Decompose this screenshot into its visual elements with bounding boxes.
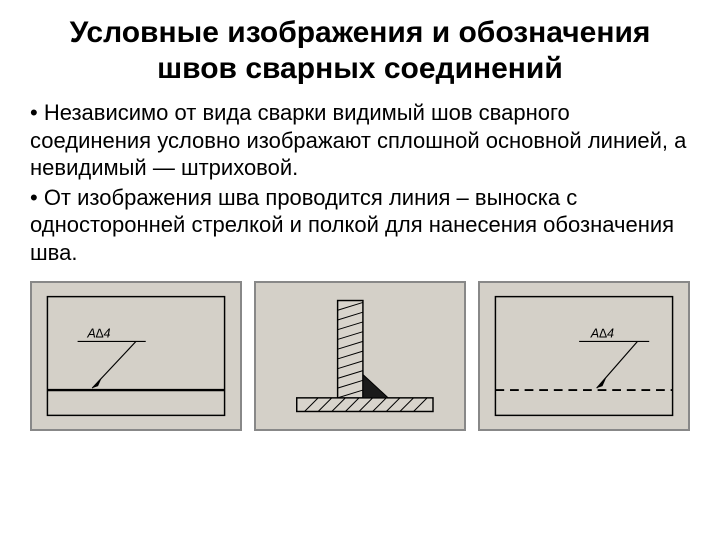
bullet-item: • Независимо от вида сварки видимый шов …	[30, 99, 690, 182]
fillet-weld-icon	[363, 374, 388, 397]
frame-rect	[495, 297, 672, 416]
diagram-visible-seam-svg: A∆4	[32, 283, 240, 429]
frame-rect	[47, 297, 224, 416]
diagrams-row: A∆4	[30, 281, 690, 431]
diagram-hidden-seam-svg: A∆4	[480, 283, 688, 429]
seam-label: A∆4	[590, 327, 614, 341]
bullet-item: • От изображения шва проводится линия – …	[30, 184, 690, 267]
angle-horizontal	[297, 398, 433, 412]
bullet-list: • Независимо от вида сварки видимый шов …	[30, 99, 690, 266]
diagram-hidden-seam: A∆4	[478, 281, 690, 431]
diagram-angle-weld	[254, 281, 466, 431]
leader-line	[597, 341, 638, 388]
seam-label: A∆4	[86, 327, 110, 341]
page-title: Условные изображения и обозначения швов …	[30, 15, 690, 87]
diagram-angle-weld-svg	[256, 283, 464, 429]
diagram-visible-seam: A∆4	[30, 281, 242, 431]
